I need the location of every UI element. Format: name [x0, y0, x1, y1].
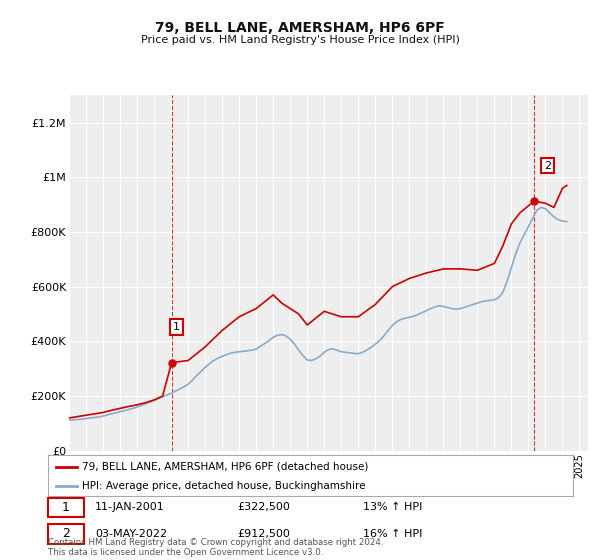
- Text: 13% ↑ HPI: 13% ↑ HPI: [363, 502, 422, 512]
- FancyBboxPatch shape: [48, 498, 84, 517]
- Text: 11-JAN-2001: 11-JAN-2001: [95, 502, 165, 512]
- Text: 1: 1: [62, 501, 70, 514]
- Text: 03-MAY-2022: 03-MAY-2022: [95, 529, 167, 539]
- Text: £322,500: £322,500: [237, 502, 290, 512]
- Text: 79, BELL LANE, AMERSHAM, HP6 6PF (detached house): 79, BELL LANE, AMERSHAM, HP6 6PF (detach…: [82, 461, 368, 472]
- Text: Price paid vs. HM Land Registry's House Price Index (HPI): Price paid vs. HM Land Registry's House …: [140, 35, 460, 45]
- Text: HPI: Average price, detached house, Buckinghamshire: HPI: Average price, detached house, Buck…: [82, 480, 365, 491]
- Text: Contains HM Land Registry data © Crown copyright and database right 2024.
This d: Contains HM Land Registry data © Crown c…: [48, 538, 383, 557]
- Text: 2: 2: [62, 528, 70, 540]
- FancyBboxPatch shape: [48, 524, 84, 544]
- Text: 79, BELL LANE, AMERSHAM, HP6 6PF: 79, BELL LANE, AMERSHAM, HP6 6PF: [155, 21, 445, 35]
- Text: 16% ↑ HPI: 16% ↑ HPI: [363, 529, 422, 539]
- Text: 2: 2: [544, 161, 551, 171]
- Text: £912,500: £912,500: [237, 529, 290, 539]
- Text: 1: 1: [173, 322, 180, 332]
